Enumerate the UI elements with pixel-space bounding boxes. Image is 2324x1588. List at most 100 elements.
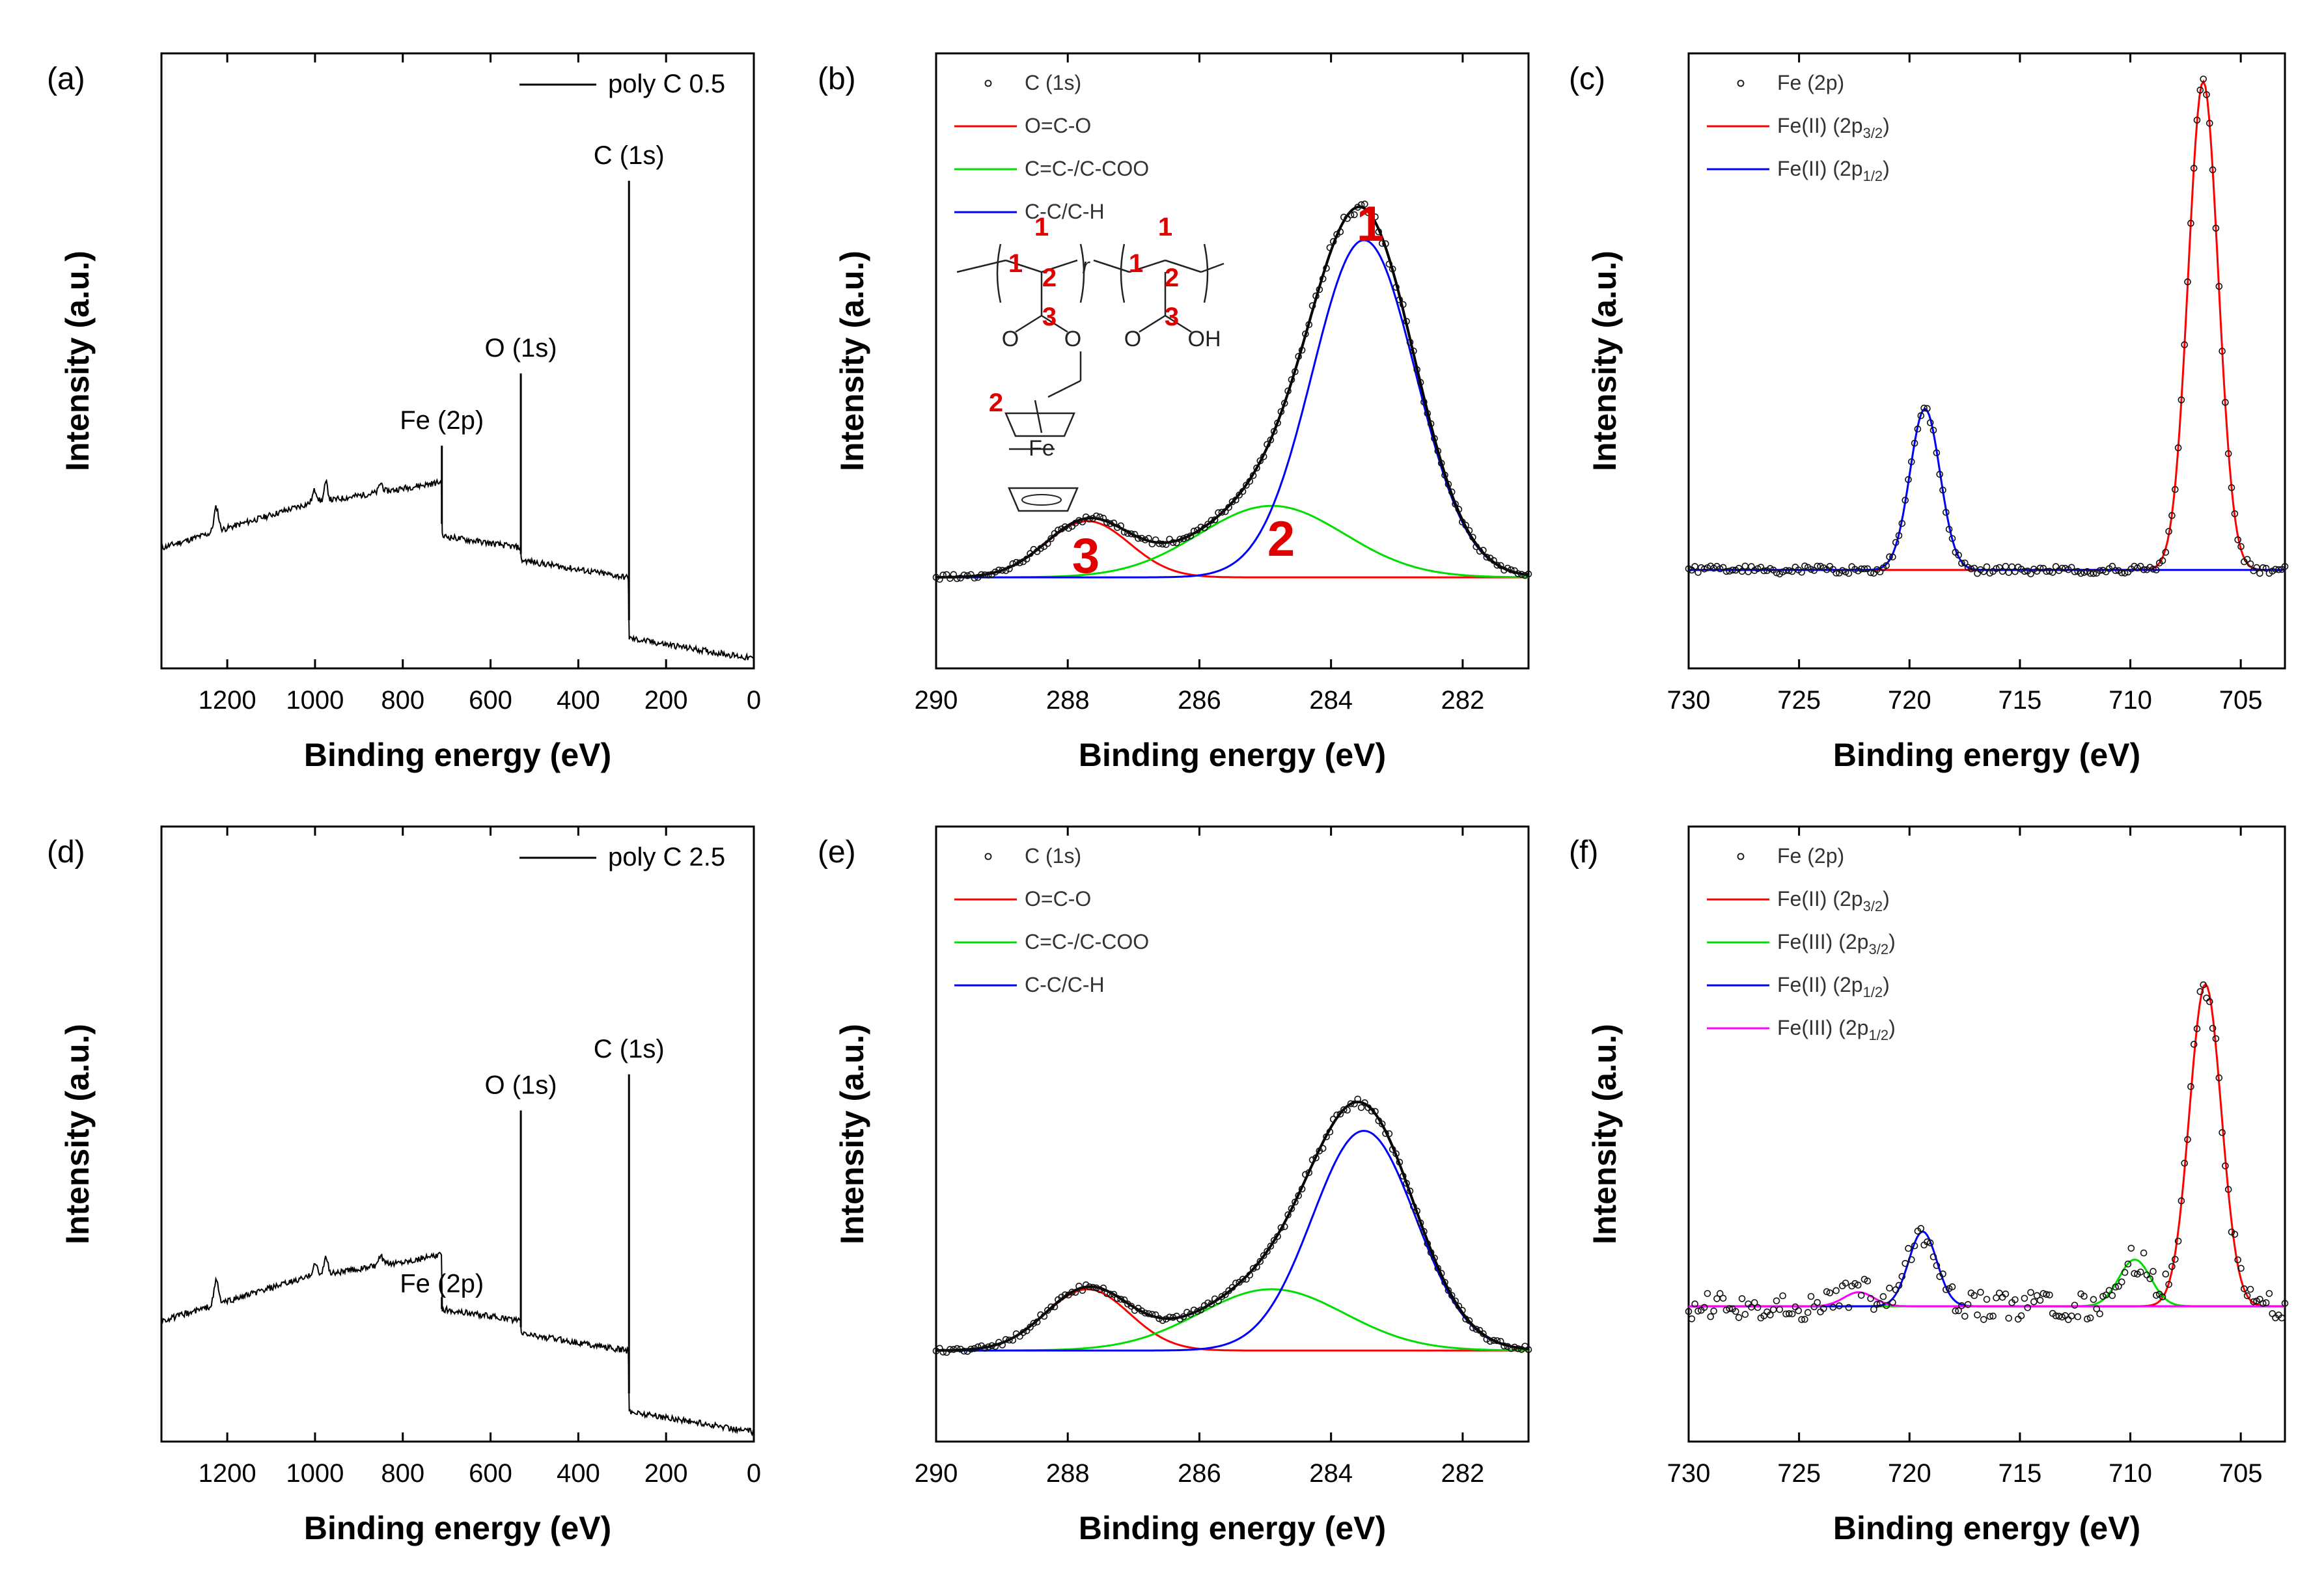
- data-point: [2237, 1265, 2245, 1272]
- data-point: [1051, 530, 1058, 538]
- data-point: [2209, 166, 2217, 174]
- fit-components: [1689, 79, 2285, 571]
- data-point: [1200, 1302, 1208, 1309]
- fit-components: [936, 1130, 1529, 1352]
- data-point: [974, 573, 982, 581]
- data-point: [1159, 540, 1167, 548]
- data-point: [1870, 569, 1877, 577]
- data-point: [1040, 1313, 1048, 1320]
- data-point: [2224, 1186, 2232, 1193]
- plot-frame: [935, 825, 1530, 1443]
- data-point: [2012, 568, 2019, 575]
- data-point: [2046, 1291, 2053, 1299]
- data-point: [1253, 1263, 1260, 1270]
- data-point: [1403, 318, 1410, 325]
- data-point: [1719, 564, 1727, 571]
- panel-c: (c) 730 725 720 715 710 705 Binding energy (eV)…: [1569, 52, 2289, 773]
- data-point: [2228, 484, 2235, 491]
- data-point: [1905, 1244, 1912, 1252]
- bracket: [996, 243, 1002, 303]
- data-point: [1861, 565, 1868, 573]
- atom-label: O: [1002, 327, 1019, 351]
- data-point: [1292, 1198, 1299, 1206]
- x-axis-title: Binding energy (eV): [1079, 737, 1386, 773]
- data-point: [1833, 1287, 1840, 1294]
- data-point: [1437, 459, 1445, 467]
- legend-marker: [1737, 79, 1745, 87]
- bond: [1129, 259, 1166, 273]
- data-point: [1782, 567, 1790, 574]
- fit-c-c-c-coo: [936, 504, 1529, 579]
- data-point: [1814, 1299, 1821, 1306]
- bond: [1034, 400, 1043, 433]
- data-point: [1695, 1307, 1702, 1315]
- x-tick-label: 400: [557, 686, 600, 715]
- data-point: [2155, 559, 2163, 567]
- data-point: [1110, 1291, 1118, 1298]
- data-point: [2068, 1312, 2075, 1320]
- data-point: [1501, 1342, 1508, 1350]
- x-tick-label: 730: [1667, 1459, 1711, 1488]
- data-point: [1757, 564, 1765, 571]
- data-point: [1096, 1286, 1103, 1293]
- cyclopentadienyl-ring: [1004, 412, 1075, 437]
- data-point: [1434, 1265, 1442, 1272]
- data-point: [1131, 1307, 1139, 1314]
- data-point: [1845, 1304, 1853, 1311]
- data-point: [1218, 508, 1226, 516]
- fit-envelope: [936, 1101, 1529, 1352]
- data-point: [1698, 564, 1705, 571]
- data-point: [2084, 1315, 2091, 1322]
- data-point: [974, 1343, 982, 1350]
- data-point: [1065, 1291, 1072, 1299]
- data-point: [1239, 487, 1247, 495]
- data-point: [1952, 1307, 1959, 1315]
- data-point: [1197, 1306, 1205, 1314]
- data-point: [2193, 1025, 2201, 1032]
- data-point: [988, 571, 995, 578]
- legend-label: Fe (2p): [1777, 844, 1844, 868]
- data-point: [1448, 488, 1456, 496]
- data-point: [971, 1345, 978, 1352]
- atom-label: r: [1082, 254, 1090, 279]
- data-point: [1357, 1104, 1365, 1112]
- data-point: [1507, 1345, 1515, 1352]
- data-point: [2134, 1270, 2141, 1278]
- data-point: [2219, 348, 2226, 355]
- x-tick-label: 1200: [199, 686, 256, 715]
- x-tick-label: 705: [2219, 1459, 2263, 1488]
- x-tick-label: 800: [381, 1459, 424, 1488]
- data-point: [1260, 453, 1267, 460]
- data-point: [1989, 1312, 1997, 1320]
- data-point: [1375, 1117, 1383, 1125]
- data-point: [1173, 539, 1180, 547]
- data-point: [1009, 560, 1017, 568]
- data-point: [1061, 1291, 1069, 1298]
- data-point: [1368, 220, 1376, 228]
- data-point: [2105, 1287, 2113, 1294]
- bond: [1041, 314, 1068, 333]
- data-point: [1051, 1303, 1058, 1311]
- data-point: [1211, 516, 1219, 524]
- x-tick-label: 282: [1441, 1459, 1485, 1488]
- fit-fe-iii-2p3-2-: [1689, 1258, 2285, 1307]
- data-point: [1704, 1290, 1711, 1297]
- data-point: [1700, 565, 1708, 573]
- data-point: [2040, 564, 2047, 572]
- data-point: [1836, 1302, 1843, 1309]
- data-point: [2030, 566, 2038, 573]
- data-point: [1103, 519, 1111, 527]
- data-point: [1431, 435, 1438, 443]
- data-point: [1713, 1295, 1721, 1302]
- x-tick-label: 705: [2219, 686, 2263, 715]
- data-point: [1782, 1310, 1790, 1318]
- data-point: [1145, 534, 1152, 542]
- data-point: [2115, 567, 2122, 575]
- data-point: [1218, 1293, 1226, 1300]
- data-point: [1870, 1306, 1877, 1313]
- data-point: [1215, 1297, 1222, 1305]
- data-point: [1410, 1203, 1417, 1210]
- x-tick-label: 286: [1178, 686, 1221, 715]
- data-points: [1685, 75, 2289, 578]
- data-point: [1462, 1315, 1469, 1322]
